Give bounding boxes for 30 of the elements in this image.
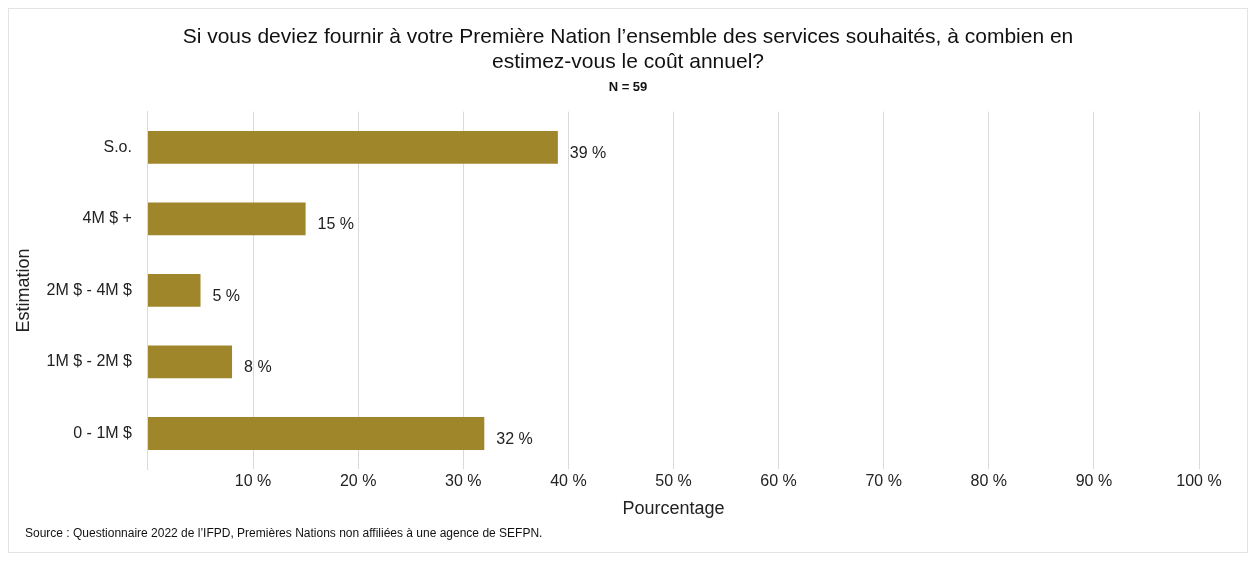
bar [147,416,485,450]
y-tick-label: 2M $ - 4M $ [46,280,133,298]
x-tick-label: 10 % [234,472,272,490]
x-tick-label: 50 % [655,472,692,490]
x-tick-label: 100 % [1176,472,1222,490]
bar [147,130,558,164]
y-axis-title: Estimation [12,248,33,333]
chart-subtitle: N = 59 [607,79,649,94]
source-note: Source : Questionnaire 2022 de l’IFPD, Premières Nations non affiliées à une agence de SEFPN. [25,526,544,540]
data-label: 32 % [496,429,533,447]
x-tick-label: 90 % [1075,472,1113,490]
x-tick-label: 60 % [760,472,797,490]
bar [147,202,306,236]
data-label: 8 % [244,358,272,376]
chart-title: Si vous deviez fournir à votre Première Nation l’ensemble des services souhaités, à combien en estimez-vous le coût annuel? [181,23,1075,73]
data-label: 39 % [569,143,607,161]
x-tick-label: 30 % [445,472,482,490]
data-label: 5 % [212,286,241,304]
y-tick-label: 1M $ - 2M $ [46,352,133,370]
bar [147,345,233,379]
y-tick-label: 0 - 1M $ [73,423,133,441]
y-tick-label: S.o. [103,137,132,155]
x-tick-label: 40 % [550,472,587,490]
bar [147,273,201,307]
x-tick-label: 80 % [970,472,1008,490]
data-label: 15 % [317,215,355,233]
y-tick-label: 4M $ + [82,209,132,227]
x-tick-label: 70 % [865,472,902,490]
x-tick-label: 20 % [339,472,377,490]
x-axis-title: Pourcentage [622,498,725,519]
